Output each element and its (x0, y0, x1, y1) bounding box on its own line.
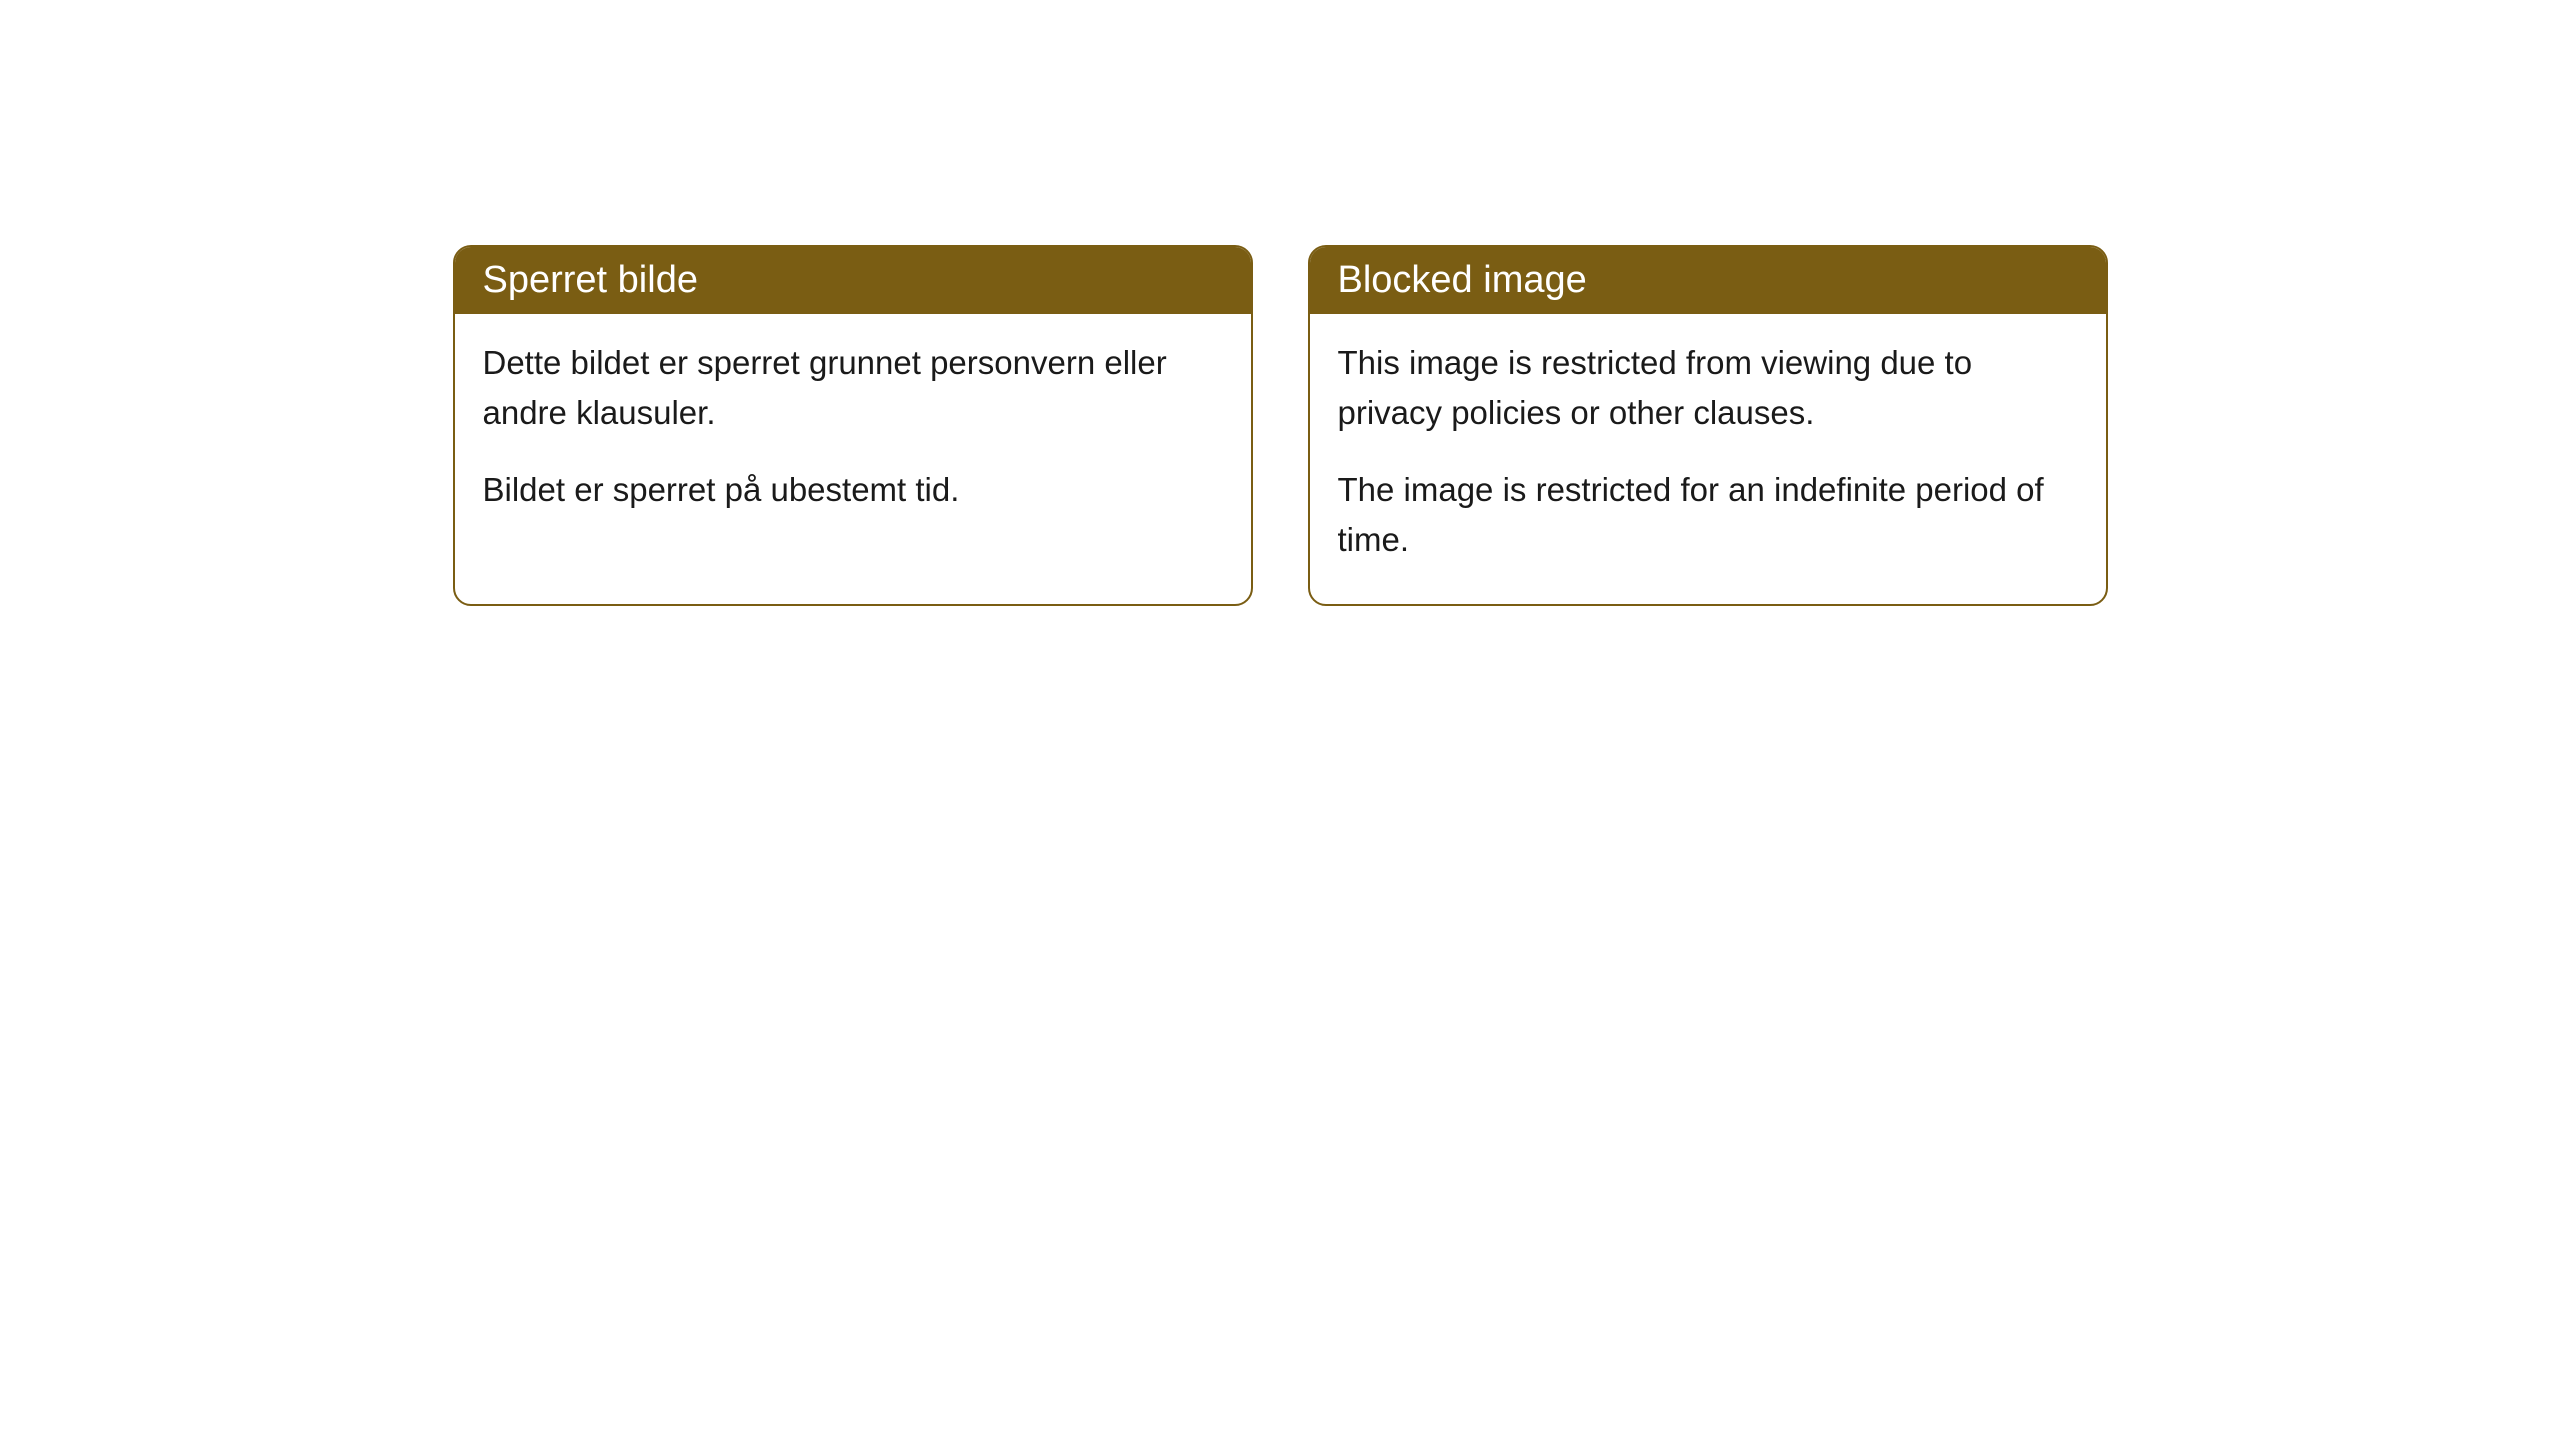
card-norwegian: Sperret bilde Dette bildet er sperret gr… (453, 245, 1253, 606)
card-english: Blocked image This image is restricted f… (1308, 245, 2108, 606)
card-paragraph: The image is restricted for an indefinit… (1338, 465, 2078, 564)
card-header-norwegian: Sperret bilde (455, 247, 1251, 314)
card-header-english: Blocked image (1310, 247, 2106, 314)
card-paragraph: Bildet er sperret på ubestemt tid. (483, 465, 1223, 515)
card-title: Sperret bilde (483, 259, 698, 301)
card-paragraph: This image is restricted from viewing du… (1338, 338, 2078, 437)
card-title: Blocked image (1338, 259, 1587, 301)
card-body-norwegian: Dette bildet er sperret grunnet personve… (455, 314, 1251, 555)
card-paragraph: Dette bildet er sperret grunnet personve… (483, 338, 1223, 437)
card-body-english: This image is restricted from viewing du… (1310, 314, 2106, 604)
cards-container: Sperret bilde Dette bildet er sperret gr… (0, 245, 2560, 606)
